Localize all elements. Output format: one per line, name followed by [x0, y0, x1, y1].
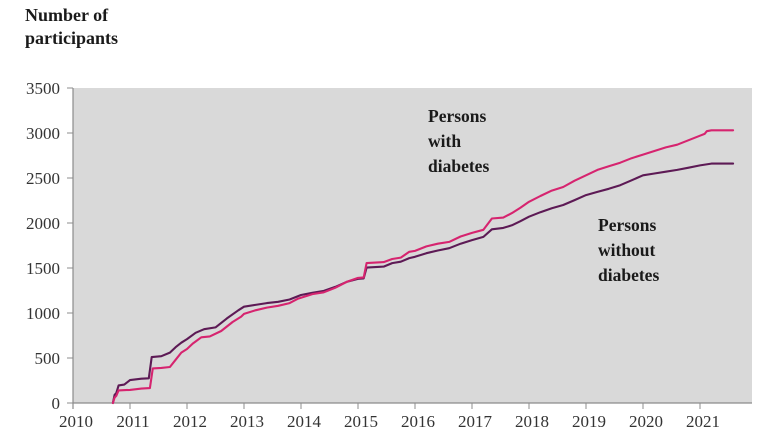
- y-tick-label: 0: [52, 394, 61, 413]
- y-tick-label: 1500: [26, 259, 60, 278]
- x-tick-label: 2011: [116, 412, 149, 431]
- x-tick-label: 2013: [230, 412, 264, 431]
- series-label-with-diabetes: Persons with diabetes: [428, 106, 490, 176]
- x-tick-label: 2016: [401, 412, 435, 431]
- y-tick-label: 3500: [26, 79, 60, 98]
- series-label-without-diabetes: Persons without diabetes: [598, 215, 660, 285]
- y-tick-label: 2000: [26, 214, 60, 233]
- series-line-persons-with-diabetes: [111, 129, 735, 405]
- x-tick-label: 2020: [629, 412, 663, 431]
- y-tick-label: 3000: [26, 124, 60, 143]
- x-tick-label: 2021: [686, 412, 720, 431]
- chart-title: Number of participants: [25, 5, 119, 48]
- x-tick-label: 2017: [458, 412, 493, 431]
- x-tick-label: 2012: [173, 412, 207, 431]
- y-tick-label: 500: [35, 349, 61, 368]
- x-tick-label: 2018: [515, 412, 549, 431]
- x-tick-label: 2015: [344, 412, 378, 431]
- x-tick-label: 2014: [287, 412, 322, 431]
- x-tick-label: 2019: [572, 412, 606, 431]
- y-tick-label: 1000: [26, 304, 60, 323]
- series-line-persons-without-diabetes: [111, 162, 735, 405]
- y-tick-label: 2500: [26, 169, 60, 188]
- x-tick-label: 2010: [59, 412, 93, 431]
